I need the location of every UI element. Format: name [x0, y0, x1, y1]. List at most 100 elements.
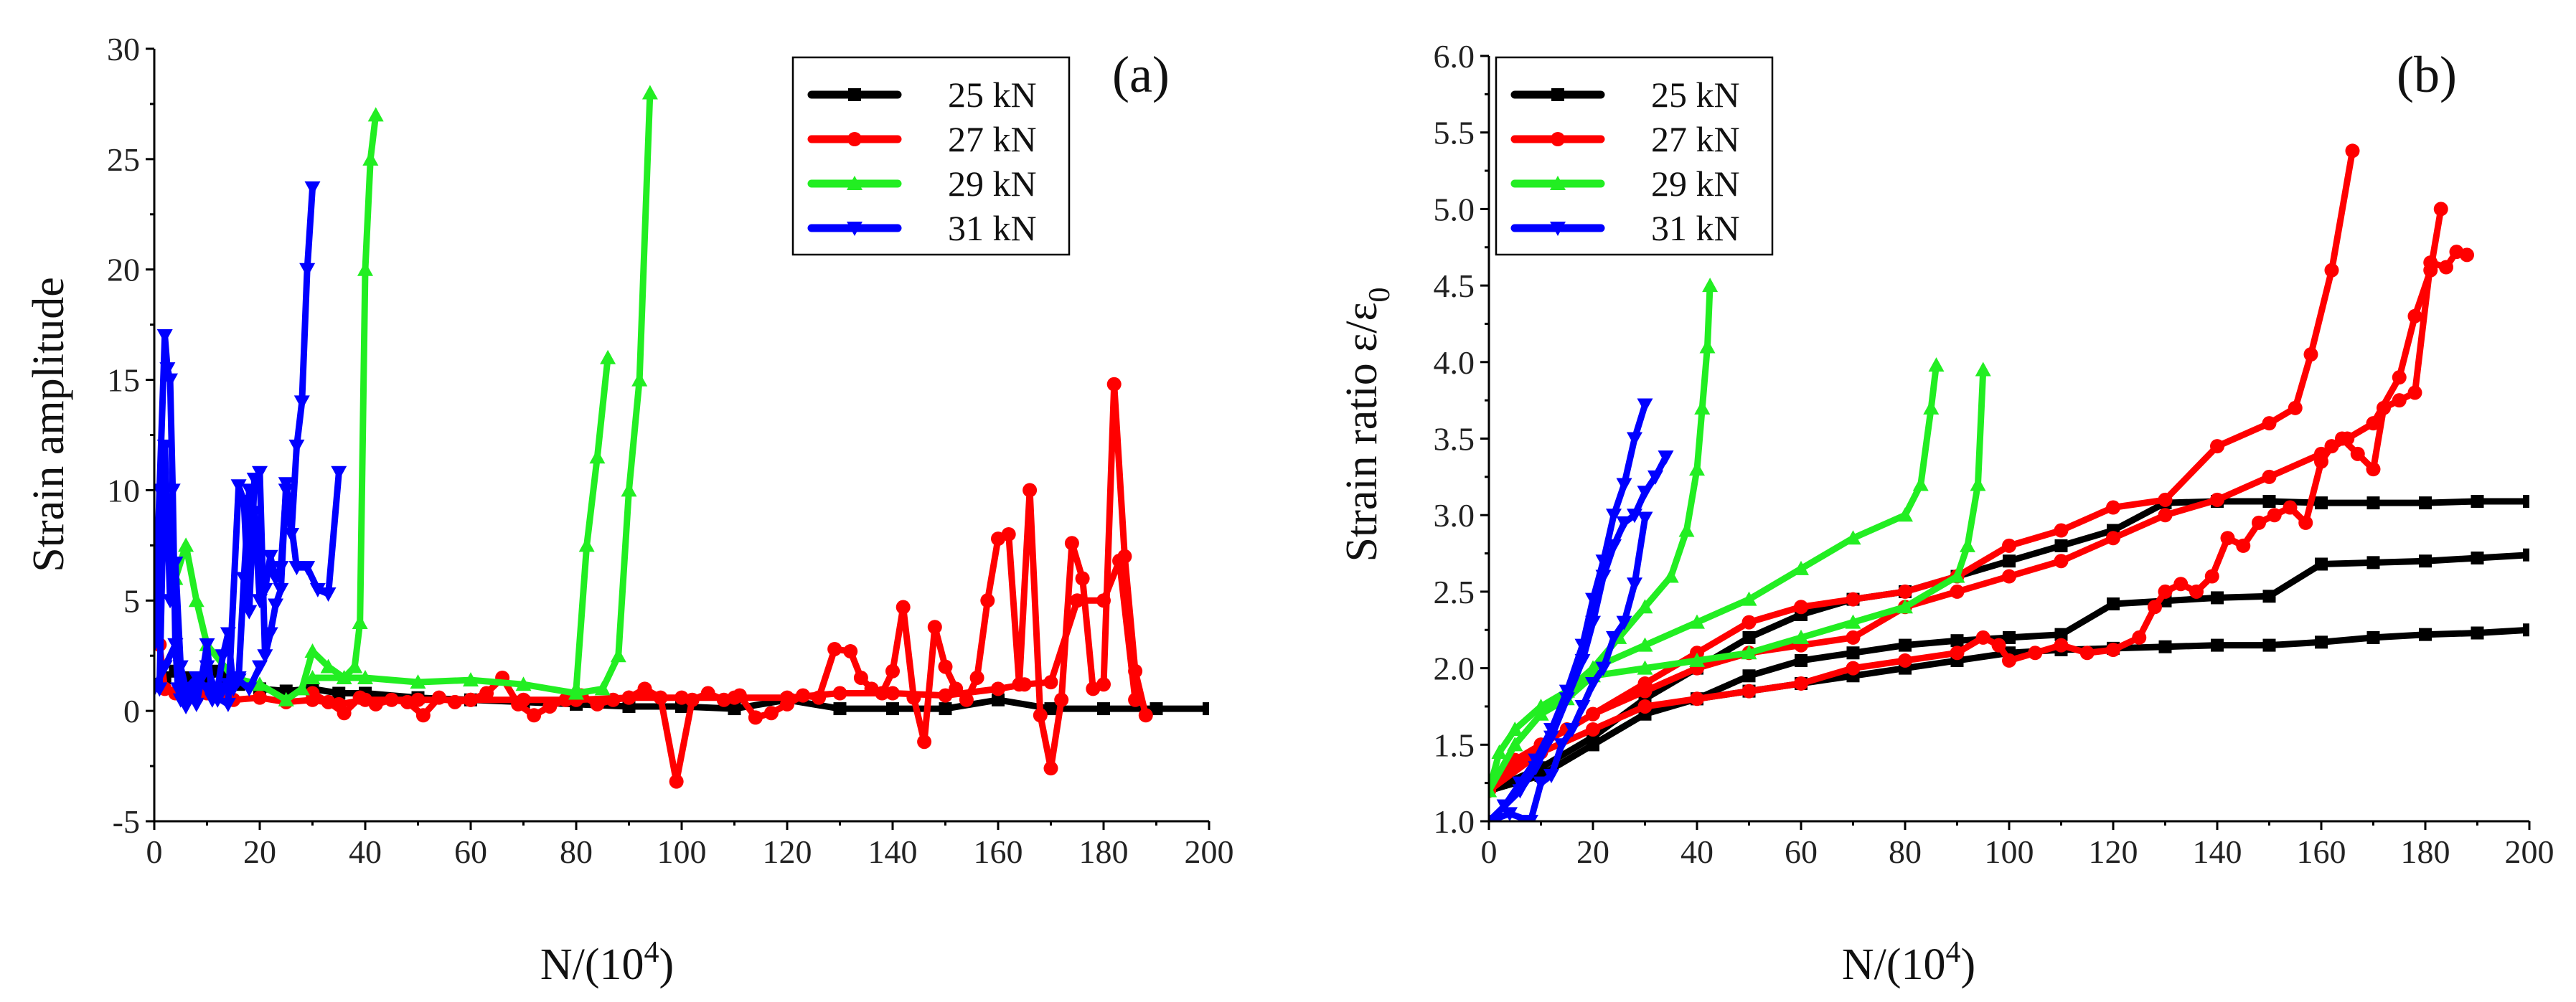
- data-point-b-29-kn-1-7: [1741, 645, 1757, 660]
- data-point-a-31-kn-1-9: [220, 697, 236, 712]
- axes-a: 0 20 40 60 80 100 120 140 160 180 200-505101520253…: [107, 31, 1234, 870]
- data-point-a-31-kn-2-1: [156, 660, 173, 675]
- legend-frame-a: [791, 56, 1071, 256]
- data-point-a-27-kn-1-29: [763, 706, 779, 721]
- series-line-b-27-kn-2: [1489, 248, 2471, 794]
- data-point-b-27-kn-2-2: [1586, 722, 1600, 737]
- data-point-b-29-kn-2-6: [1637, 599, 1653, 614]
- data-point-b-27-kn-0-12: [2002, 569, 2016, 584]
- data-point-a-27-kn-0-8: [253, 690, 267, 705]
- data-point-b-25-kn-1-17: [2366, 496, 2380, 510]
- data-point-a-27-kn-0-27: [1070, 593, 1085, 608]
- legend-label-a-27-kn: 27 kN: [948, 119, 1037, 159]
- data-point-b-27-kn-2-7: [1846, 661, 1861, 676]
- data-point-b-31-kn-2-4: [1543, 768, 1559, 783]
- data-point-b-27-kn-2-24: [2236, 538, 2251, 553]
- data-point-b-27-kn-0-14: [2106, 531, 2120, 546]
- data-point-a-31-kn-1-14: [252, 465, 268, 481]
- data-point-a-31-kn-1-11: [235, 494, 252, 509]
- series-group-a: [154, 85, 1209, 789]
- data-point-b-27-kn-1-8: [1898, 584, 1912, 599]
- data-point-b-25-kn-0-17: [2366, 556, 2380, 569]
- data-point-a-29-kn-1-2: [410, 674, 426, 689]
- data-point-a-27-kn-1-61: [1128, 663, 1143, 679]
- data-point-a-31-kn-0-13: [199, 638, 215, 653]
- data-point-b-27-kn-2-3: [1637, 699, 1653, 714]
- data-point-a-31-kn-2-5: [199, 682, 215, 697]
- legend-label-b-25-kn: 25 kN: [1651, 75, 1740, 115]
- data-point-b-29-kn-0-14: [1928, 357, 1945, 372]
- data-point-b-25-kn-2-14: [2211, 638, 2224, 652]
- data-point-a-29-kn-1-7: [610, 648, 626, 663]
- axes-b: 0 20 40 60 80 100 120 140 160 180 200 1.0 1.5 2.0 2.5 3…: [1434, 38, 2554, 870]
- data-point-b-27-kn-1-10: [2002, 538, 2016, 553]
- data-point-b-27-kn-2-25: [2252, 515, 2266, 530]
- data-point-a-27-kn-1-47: [980, 593, 995, 608]
- data-point-b-25-kn-2-17: [2366, 630, 2380, 644]
- data-point-a-29-kn-1-8: [621, 482, 637, 497]
- data-point-b-25-kn-0-15: [2262, 590, 2276, 603]
- y-tick-label-a-30: 30: [107, 31, 140, 67]
- data-point-b-27-kn-2-33: [2366, 462, 2381, 477]
- x-tick-label-a-200: 200: [1185, 833, 1234, 870]
- data-point-b-31-kn-2-6: [1564, 722, 1580, 737]
- series-line-a-27-kn-1: [309, 381, 1150, 785]
- data-point-b-25-kn-0-20: [2523, 548, 2529, 562]
- data-point-a-27-kn-1-23: [669, 774, 684, 789]
- data-point-a-27-kn-1-51: [1023, 483, 1038, 498]
- data-point-a-29-kn-1-10: [641, 85, 658, 100]
- data-point-a-27-kn-0-24: [991, 681, 1005, 696]
- data-point-a-27-kn-1-3: [352, 690, 367, 705]
- data-point-a-29-kn-1-6: [594, 681, 611, 696]
- data-point-b-31-kn-0-9: [1606, 509, 1622, 524]
- data-point-a-31-kn-0-25: [262, 549, 278, 564]
- data-point-a-27-kn-1-20: [621, 690, 636, 705]
- data-point-a-27-kn-1-27: [732, 688, 747, 703]
- data-point-b-27-kn-2-20: [2173, 577, 2189, 592]
- data-point-b-31-kn-2-9: [1595, 661, 1612, 676]
- data-point-b-31-kn-2-8: [1585, 676, 1601, 691]
- data-point-b-27-kn-2-16: [2106, 642, 2120, 657]
- y-axis-title-b-sub: 0: [1363, 287, 1396, 302]
- data-point-a-25-kn-0-25: [992, 693, 1005, 706]
- data-point-a-29-kn-0-17: [367, 107, 384, 122]
- panel-a: 0 20 40 60 80 100 120 140 160 180 200-505101520253…: [24, 31, 1234, 989]
- data-point-b-31-kn-2-11: [1616, 615, 1632, 630]
- data-point-a-27-kn-1-24: [685, 692, 700, 707]
- data-point-b-31-kn-2-0: [1489, 815, 1497, 821]
- data-point-a-27-kn-1-14: [527, 708, 542, 723]
- data-point-b-27-kn-0-20: [2366, 416, 2381, 431]
- data-point-b-31-kn-0-12: [1637, 398, 1653, 413]
- data-point-b-31-kn-1-8: [1595, 569, 1612, 585]
- data-point-a-27-kn-1-41: [917, 734, 932, 750]
- data-point-a-29-kn-2-1: [578, 537, 595, 552]
- data-point-b-31-kn-0-11: [1627, 432, 1642, 447]
- data-point-b-27-kn-2-21: [2189, 584, 2204, 599]
- data-point-a-31-kn-1-12: [241, 605, 258, 620]
- data-point-a-29-kn-0-16: [362, 151, 379, 166]
- data-point-b-25-kn-1-10: [2003, 554, 2016, 568]
- data-point-b-27-kn-2-14: [2054, 638, 2069, 653]
- data-point-b-27-kn-2-30: [2324, 439, 2339, 454]
- data-point-b-31-kn-1-13: [1647, 470, 1663, 485]
- data-point-a-27-kn-1-18: [590, 696, 605, 712]
- data-point-a-27-kn-1-55: [1064, 536, 1079, 551]
- data-point-a-27-kn-1-21: [637, 681, 652, 696]
- data-point-b-31-kn-2-2: [1523, 815, 1538, 821]
- data-point-b-25-kn-0-11: [2054, 628, 2068, 641]
- data-point-a-27-kn-1-38: [885, 663, 900, 679]
- plot-area-a: [154, 85, 1209, 789]
- data-point-b-25-kn-0-8: [1899, 638, 1912, 652]
- legend-marker-b-27-kn: [1551, 132, 1565, 146]
- x-axis-title-a-end: ): [659, 940, 674, 989]
- x-tick-label-b-120: 120: [2089, 833, 2138, 870]
- data-point-a-27-kn-1-25: [700, 686, 715, 701]
- data-point-a-27-kn-1-8: [431, 690, 446, 705]
- data-point-a-27-kn-1-10: [464, 692, 478, 707]
- data-point-b-31-kn-2-1: [1502, 807, 1518, 821]
- y-tick-label-b-5-5: 5.5: [1434, 115, 1475, 151]
- data-point-b-27-kn-2-31: [2335, 431, 2349, 446]
- data-point-b-29-kn-1-14: [1975, 361, 1991, 377]
- data-point-a-31-kn-0-3: [159, 362, 176, 377]
- data-point-a-25-kn-0-24: [939, 702, 952, 716]
